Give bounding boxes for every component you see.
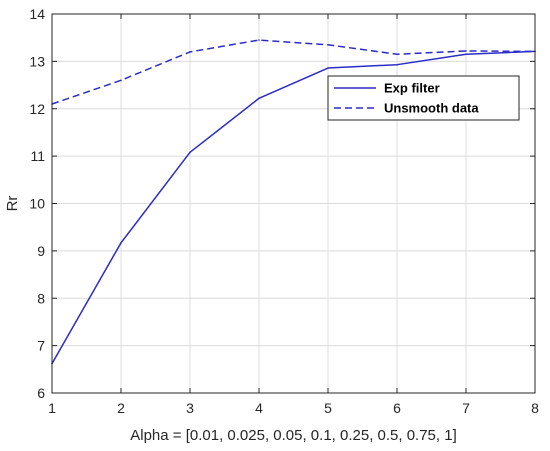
y-tick-labels: 6 7 8 9 10 11 12 13 14 [29, 6, 45, 401]
y-tick-label: 14 [29, 6, 45, 22]
x-tick-label: 5 [324, 400, 332, 416]
x-tick-label: 4 [255, 400, 263, 416]
y-tick-label: 10 [29, 196, 45, 212]
data-point-unsmooth-data [120, 79, 122, 82]
x-tick-label: 6 [393, 400, 401, 416]
y-tick-label: 7 [37, 338, 45, 354]
y-tick-label: 8 [37, 290, 45, 306]
x-tick-label: 1 [48, 400, 56, 416]
y-axis-label: Rr [4, 196, 21, 212]
x-tick-labels: 1 2 3 4 5 6 7 8 [48, 400, 539, 416]
x-tick-label: 3 [186, 400, 194, 416]
data-point-unsmooth-data [258, 39, 260, 41]
y-tick-label: 12 [29, 101, 45, 117]
y-tick-label: 13 [29, 53, 45, 69]
legend-label-unsmooth-data: Unsmooth data [384, 101, 479, 116]
legend: Exp filter Unsmooth data [327, 75, 520, 121]
x-tick-label: 2 [117, 400, 125, 416]
data-point-unsmooth-data [189, 51, 191, 53]
legend-box [327, 75, 520, 121]
data-point-exp-filter [327, 67, 329, 69]
data-point-unsmooth-data [465, 50, 467, 52]
data-point-unsmooth-data [396, 53, 398, 56]
series-line-unsmooth-data [51, 39, 536, 105]
data-point-exp-filter [189, 151, 191, 154]
ticks [51, 13, 536, 394]
data-point-exp-filter [396, 63, 398, 66]
data-point-exp-filter [258, 97, 260, 100]
data-point-exp-filter [120, 242, 122, 244]
data-point-unsmooth-data [327, 43, 329, 46]
y-tick-label: 6 [37, 385, 45, 401]
x-axis-label: Alpha = [0.01, 0.025, 0.05, 0.1, 0.25, 0… [130, 427, 457, 444]
data-point-exp-filter [465, 53, 467, 56]
x-tick-label: 8 [531, 400, 539, 416]
y-tick-label: 11 [30, 148, 45, 164]
x-tick-label: 7 [462, 400, 470, 416]
legend-label-exp-filter: Exp filter [384, 81, 440, 96]
y-tick-label: 9 [37, 243, 45, 259]
series-line-exp-filter [51, 50, 536, 365]
